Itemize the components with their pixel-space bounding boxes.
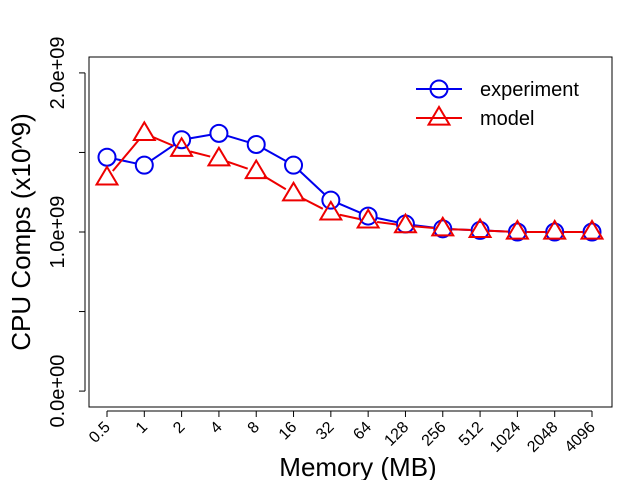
data-point-circle — [545, 222, 565, 242]
x-tick-label: 1 — [133, 419, 151, 437]
data-point-triangle — [579, 219, 605, 240]
x-tick-label: 512 — [456, 419, 487, 450]
legend-item-model: model — [416, 105, 534, 130]
data-point-circle — [246, 135, 266, 154]
data-point-circle — [470, 220, 490, 240]
data-point-triangle — [355, 207, 381, 229]
x-tick-label: 4 — [207, 419, 225, 437]
data-point-circle — [209, 123, 229, 143]
data-point-triangle — [94, 164, 120, 186]
data-point-circle — [358, 206, 378, 226]
data-point-circle — [284, 155, 304, 175]
data-point-triangle — [393, 212, 418, 234]
x-axis: 0.5 1 2 4 8 16 32 64 128 256 512 1024 2048 4096 — [86, 410, 599, 456]
series-layer — [94, 120, 605, 242]
series-line-segment — [227, 134, 248, 143]
x-tick-label: 8 — [245, 419, 263, 437]
data-point-circle — [172, 130, 192, 150]
legend-label: model — [480, 108, 534, 130]
series-line-segment — [152, 135, 174, 147]
data-point-triangle — [244, 158, 269, 180]
data-point-triangle — [430, 215, 455, 237]
data-point-circle — [321, 190, 341, 210]
x-tick-label: 1024 — [487, 419, 524, 456]
series-line-segment — [151, 143, 175, 161]
series-line-segment — [451, 228, 472, 232]
y-axis: 0.0e+00 1.0e+09 2.0e+09 — [47, 36, 86, 428]
data-point-circle — [507, 222, 527, 242]
series-model — [94, 120, 605, 240]
data-point-triangle — [169, 136, 194, 157]
x-tick-label: 2 — [170, 419, 188, 437]
x-tick-label: 32 — [313, 419, 338, 444]
series-line-segment — [227, 160, 249, 170]
data-point-circle — [134, 155, 154, 175]
data-point-circle — [433, 219, 453, 239]
y-tick-label: 1.0e+09 — [47, 196, 69, 269]
x-tick-label: 16 — [276, 419, 301, 444]
x-tick-label: 0.5 — [86, 419, 114, 447]
x-tick-label: 2048 — [524, 419, 561, 456]
plot-area — [88, 56, 613, 408]
y-axis-label: CPU Comps (x10^9) — [6, 113, 36, 351]
x-tick-label: 64 — [350, 419, 375, 444]
series-line-segment — [376, 221, 397, 226]
data-point-circle — [582, 222, 602, 242]
series-line-segment — [301, 197, 324, 210]
data-point-triangle — [505, 219, 530, 240]
series-line-segment — [299, 170, 325, 195]
series-line-segment — [112, 139, 140, 172]
data-point-triangle — [281, 180, 306, 202]
series-line-segment — [190, 150, 211, 158]
series-line-segment — [115, 158, 136, 165]
data-point-circle — [429, 79, 449, 99]
legend: experiment model — [416, 79, 579, 130]
data-point-triangle — [542, 219, 567, 240]
data-point-triangle — [426, 105, 452, 126]
x-tick-label: 128 — [381, 419, 412, 450]
data-point-triangle — [206, 145, 232, 167]
data-point-circle — [97, 147, 117, 167]
series-line-segment — [376, 216, 397, 224]
x-axis-label: Memory (MB) — [279, 452, 436, 480]
x-tick-label: 256 — [419, 419, 450, 450]
series-line-segment — [263, 147, 287, 162]
legend-item-experiment: experiment — [416, 79, 579, 101]
data-point-triangle — [467, 217, 493, 239]
x-tick-label: 4096 — [562, 419, 599, 456]
data-point-triangle — [318, 199, 344, 221]
series-line-segment — [489, 229, 509, 233]
series-line-segment — [338, 202, 361, 214]
series-line-segment — [414, 225, 434, 230]
series-line-segment — [339, 213, 360, 220]
legend-label: experiment — [480, 79, 579, 101]
series-experiment — [97, 123, 602, 242]
series-line-segment — [190, 133, 211, 140]
data-point-triangle — [132, 120, 157, 141]
y-tick-label: 2.0e+09 — [47, 36, 69, 109]
y-tick-label: 0.0e+00 — [47, 355, 69, 428]
